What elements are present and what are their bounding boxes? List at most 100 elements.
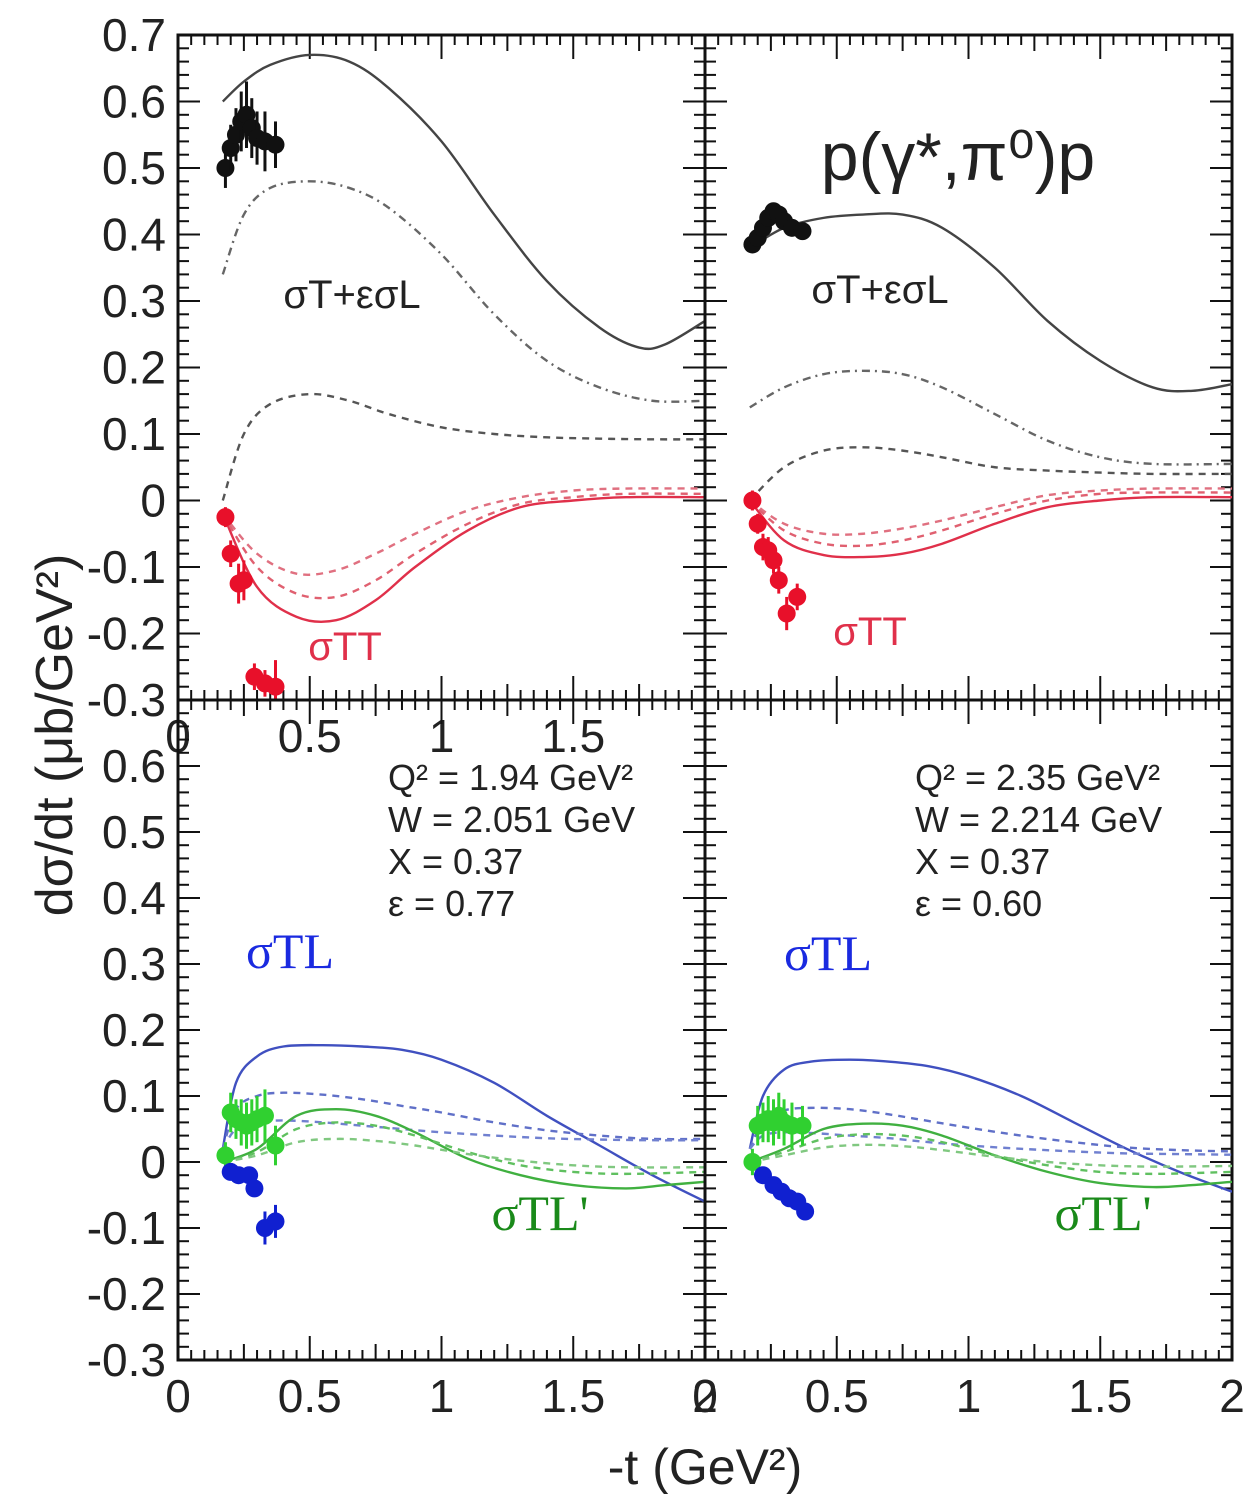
tick-marks: [177, 699, 706, 1361]
series-line-curve-tt: [221, 492, 705, 600]
y-tick-label: 0.2: [102, 1004, 166, 1056]
series-line-curve-tt: [748, 491, 1232, 548]
series-line-curve-tlp: [749, 1122, 1232, 1189]
y-tick-label: 0.2: [102, 342, 166, 394]
series-line-curve-tt: [749, 487, 1232, 536]
data-point-points-tl: [266, 1212, 285, 1231]
params-bottom-left: Q² = 1.94 GeV² W = 2.051 GeV X = 0.37 ε …: [388, 757, 635, 924]
label-tlp-bottom-right: σTL': [1054, 1185, 1151, 1241]
data-point-points-tlp: [216, 1146, 235, 1165]
data-point-points-tl: [796, 1202, 815, 1221]
x-tick-label: 1.5: [1068, 1370, 1132, 1422]
series-line-curve-tl: [221, 1043, 705, 1203]
label-unsep-top-left: σT+εσL: [283, 273, 420, 317]
plot-area: [216, 1043, 705, 1245]
series-line-curve-tlp: [222, 1137, 705, 1169]
y-tick-label: 0.5: [102, 142, 166, 194]
param-w-left: W = 2.051 GeV: [388, 799, 635, 840]
y-tick-label: -0.1: [87, 1202, 166, 1254]
x-tick-label: 1.5: [541, 1370, 605, 1422]
y-tick-label: 0.1: [102, 1070, 166, 1122]
x-tick-label: 1: [429, 1370, 455, 1422]
series-line-curve-unsep: [749, 369, 1232, 466]
y-tick-label: 0.7: [102, 9, 166, 61]
param-eps-right: ε = 0.60: [915, 883, 1042, 924]
data-point-points-tt: [221, 544, 240, 563]
x-tick-label: 2: [692, 1370, 718, 1422]
param-x-left: X = 0.37: [388, 841, 523, 882]
data-point-points-tt: [788, 587, 807, 606]
y-tick-label: 0.4: [102, 872, 166, 924]
x-tick-label: 0.5: [278, 1370, 342, 1422]
label-tlp-bottom-left: σTL': [491, 1185, 588, 1241]
y-axis-label: dσ/dt (μb/GeV²): [26, 554, 84, 917]
x-tick-label: 0: [165, 1370, 191, 1422]
x-axis-label: -t (GeV²): [608, 1439, 802, 1494]
y-tick-label: 0.3: [102, 938, 166, 990]
series-line-curve-unsep: [221, 180, 705, 403]
panel-top-left: 0 0.5 1 1.5-0.3-0.2-0.100.10.20.30.40.50.60…: [87, 9, 707, 762]
y-tick-label: 0.1: [102, 408, 166, 460]
tick-marks: [704, 699, 1233, 1361]
data-point-points-unsep: [793, 222, 812, 241]
data-point-points-tl: [245, 1179, 264, 1198]
param-x-right: X = 0.37: [915, 841, 1050, 882]
params-bottom-right: Q² = 2.35 GeV² W = 2.214 GeV X = 0.37 ε …: [915, 757, 1162, 924]
y-tick-label: 0.3: [102, 275, 166, 327]
data-point-points-tt: [266, 677, 285, 696]
data-point-points-tlp: [743, 1153, 762, 1171]
data-point-points-tlp: [793, 1116, 812, 1135]
panel-bottom-right: 0 0.5 1 1.5 2: [692, 698, 1245, 1422]
plot-area: [216, 53, 705, 700]
data-point-points-tlp: [255, 1106, 274, 1125]
x-tick-label: 0.5: [805, 1370, 869, 1422]
data-point-points-tt: [743, 491, 762, 510]
y-tick-label: -0.3: [87, 1334, 166, 1386]
series-line-curve-tt: [748, 495, 1232, 559]
series-line-curve-tt: [221, 487, 705, 576]
param-w-right: W = 2.214 GeV: [915, 799, 1162, 840]
y-tick-label: 0.5: [102, 806, 166, 858]
tick-marks: [704, 34, 1233, 701]
plot-area: [743, 1058, 1232, 1221]
panel-bottom-left: 0 0.5 1 1.5 2 -0.3 -0.2 -0.1 0 0.1 0.2 0.3 0.4 0.5 0.6: [87, 698, 718, 1422]
series-line-curve-tt: [221, 495, 705, 624]
data-point-points-tt: [764, 551, 783, 570]
label-tl-bottom-left: σTL: [246, 923, 334, 979]
data-point-points-tlp: [266, 1136, 285, 1155]
series-line-curve-tlp: [749, 1132, 1232, 1176]
data-point-points-unsep: [266, 135, 285, 154]
y-tick-label: 0.6: [102, 740, 166, 792]
param-q2-right: Q² = 2.35 GeV²: [915, 757, 1160, 798]
label-unsep-top-right: σT+εσL: [811, 268, 948, 312]
reaction-label: p(γ*,π⁰)p: [821, 119, 1095, 195]
x-tick-label: 0: [692, 1370, 718, 1422]
y-tick-label: 0.4: [102, 209, 166, 261]
series-line-curve-unsep: [221, 53, 705, 351]
data-point-points-tt: [216, 508, 235, 527]
label-tt-top-left: σTT: [308, 625, 382, 669]
plot-area: [743, 202, 1232, 631]
y-tick-label: 0: [140, 475, 166, 527]
series-line-curve-unsep: [748, 446, 1232, 502]
x-tick-label: 1: [956, 1370, 982, 1422]
label-tt-top-right: σTT: [833, 610, 907, 654]
tick-marks: [177, 34, 706, 701]
x-tick-label: 2: [1219, 1370, 1245, 1422]
param-eps-left: ε = 0.77: [388, 883, 515, 924]
y-tick-label: 0: [140, 1136, 166, 1188]
y-tick-label: -0.3: [87, 674, 166, 726]
label-tl-bottom-right: σTL: [784, 925, 872, 981]
series-line-curve-unsep: [749, 212, 1232, 393]
data-point-points-tt: [748, 514, 767, 533]
y-tick-label: -0.2: [87, 608, 166, 660]
series-line-curve-tlp: [222, 1107, 705, 1190]
data-point-points-tt: [777, 604, 796, 623]
y-tick-label: -0.1: [87, 541, 166, 593]
data-point-points-tt: [234, 571, 253, 590]
y-tick-label: 0.6: [102, 76, 166, 128]
param-q2-left: Q² = 1.94 GeV²: [388, 757, 633, 798]
series-line-curve-tlp: [222, 1121, 705, 1176]
